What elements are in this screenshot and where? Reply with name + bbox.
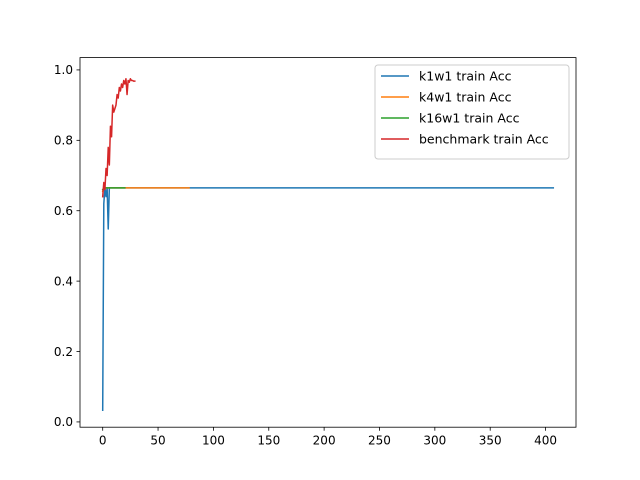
- x-tick-label: 200: [313, 434, 336, 448]
- series-layer: [101, 77, 555, 412]
- x-tick-label: 350: [479, 434, 502, 448]
- x-tick-label: 300: [423, 434, 446, 448]
- legend-label-3: benchmark train Acc: [419, 132, 549, 147]
- y-tick-label: 0.0: [54, 415, 73, 429]
- legend: k1w1 train Acc k4w1 train Acc k16w1 train …: [374, 64, 570, 160]
- legend-box: [374, 64, 570, 160]
- x-tick-label: 100: [202, 434, 225, 448]
- x-tick-label: 50: [150, 434, 165, 448]
- x-tick-label: 150: [257, 434, 280, 448]
- y-tick-label: 0.4: [54, 274, 73, 288]
- legend-label-1: k4w1 train Acc: [419, 90, 512, 105]
- legend-label-2: k16w1 train Acc: [419, 111, 520, 126]
- x-tick-label: 0: [99, 434, 107, 448]
- y-tick-label: 0.6: [54, 204, 73, 218]
- y-tick-label: 1.0: [54, 63, 73, 77]
- y-tick-label: 0.8: [54, 134, 73, 148]
- series-line-3: [101, 77, 136, 198]
- x-tick-label: 400: [534, 434, 557, 448]
- y-tick-label: 0.2: [54, 345, 73, 359]
- legend-label-0: k1w1 train Acc: [419, 69, 512, 84]
- axes-layer: 0 50 100 150 200 250 300 350 400 0.0 0.2 0.4 0.6 0.8 1…: [54, 57, 577, 448]
- axes-frame: [79, 57, 577, 428]
- x-tick-label: 250: [368, 434, 391, 448]
